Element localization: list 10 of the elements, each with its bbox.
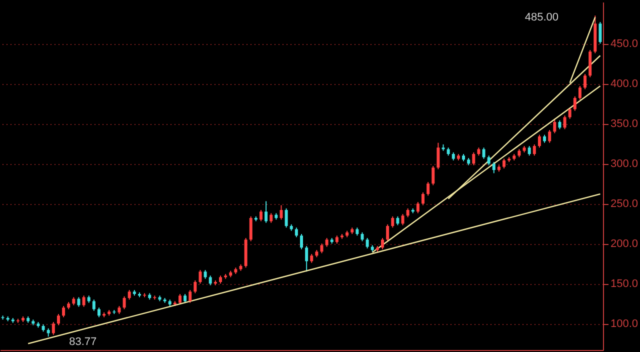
annotation: 83.77 — [69, 336, 97, 348]
y-tick-label: 300.0 — [610, 158, 638, 170]
y-tick-label: 100.0 — [610, 318, 638, 330]
y-tick-label: 350.0 — [610, 118, 638, 130]
annotation: 485.00 — [524, 12, 559, 24]
y-tick-label: 250.0 — [610, 198, 638, 210]
y-tick-label: 450.0 — [610, 38, 638, 50]
y-tick-label: 400.0 — [610, 78, 638, 90]
y-tick-label: 200.0 — [610, 238, 638, 250]
y-tick-label: 150.0 — [610, 278, 638, 290]
